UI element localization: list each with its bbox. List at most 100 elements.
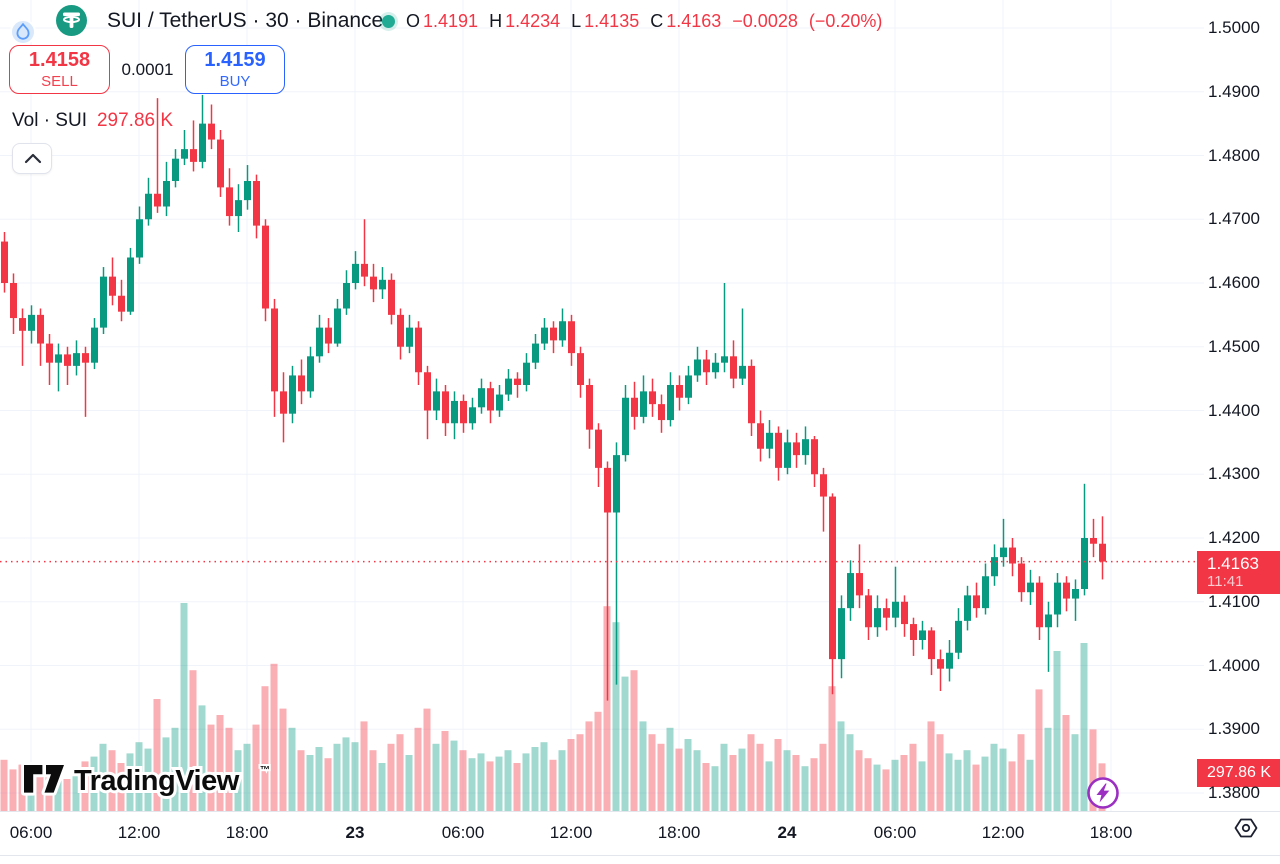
volume-bar — [594, 711, 602, 811]
ohlc-legend: O 1.4191 H 1.4234 L 1.4135 C 1.4163 −0.0028 … — [406, 11, 882, 32]
volume-bar — [549, 759, 557, 811]
volume-bar — [999, 748, 1007, 811]
candle — [685, 375, 692, 398]
volume-bar — [855, 750, 863, 811]
volume-bar — [990, 743, 998, 811]
candle — [118, 295, 125, 312]
candle — [964, 595, 971, 621]
volume-bar — [765, 761, 773, 811]
tradingview-watermark[interactable]: TradingView ™ — [12, 758, 292, 805]
tether-coin-icon — [56, 5, 87, 36]
candle — [811, 439, 818, 475]
volume-bar — [927, 721, 935, 811]
volume-bar — [351, 742, 359, 811]
volume-bar — [324, 758, 332, 811]
time-tick-label: 18:00 — [225, 823, 269, 842]
time-tick-label: 24 — [777, 823, 797, 842]
volume-bar — [216, 715, 224, 811]
candle — [271, 308, 278, 392]
volume-bar — [657, 743, 665, 811]
volume-bar — [441, 731, 449, 811]
scale-settings-button[interactable] — [1233, 815, 1259, 841]
candle — [802, 439, 809, 456]
volume-bar — [207, 724, 215, 811]
candle — [730, 356, 737, 379]
volume-bar — [315, 747, 323, 811]
candle — [514, 378, 521, 385]
change-percent: (−0.20%) — [808, 11, 883, 31]
candle — [82, 353, 89, 363]
time-axis[interactable]: 06:00 12:00 18:00 23 06:00 12:00 18:00 24 06:00 1… — [0, 812, 1280, 855]
candle — [847, 573, 854, 609]
price-tick-label: 1.4200 — [1208, 528, 1260, 547]
volume-bar — [135, 742, 143, 811]
candle — [307, 356, 314, 392]
tradingview-logo-mark — [21, 762, 67, 796]
last-price-badge: 1.4163 11:41 — [1197, 550, 1280, 594]
tradingview-logo: TradingView ™ — [21, 762, 272, 800]
volume-bar — [387, 743, 395, 811]
candle — [487, 388, 494, 411]
time-tick-label: 18:00 — [657, 823, 701, 842]
close-value: 1.4163 — [666, 11, 722, 31]
candle — [325, 327, 332, 344]
symbol-title[interactable]: SUI / TetherUS · 30 · Binance — [107, 9, 384, 32]
volume-bar — [414, 727, 422, 811]
price-axis[interactable]: 1.4163 11:41 297.86 K 1.5000 1.4900 1.4800… — [1197, 0, 1280, 812]
candle — [397, 314, 404, 347]
volume-bar — [837, 721, 845, 811]
volume-bar — [1080, 643, 1088, 811]
volume-bar — [603, 606, 611, 811]
quick-trade-button[interactable] — [1086, 776, 1120, 810]
volume-bar — [774, 739, 782, 811]
candle — [577, 353, 584, 385]
volume-bar — [675, 748, 683, 811]
volume-bar — [783, 750, 791, 811]
candle — [442, 391, 449, 424]
candle — [73, 353, 80, 366]
candle — [226, 187, 233, 217]
time-tick-label: 06:00 — [441, 823, 485, 842]
candle — [136, 219, 143, 258]
volume-bar — [468, 758, 476, 811]
volume-bar — [90, 756, 98, 811]
volume-bar — [693, 750, 701, 811]
market-status-dot — [382, 15, 395, 28]
volume-bar — [369, 750, 377, 811]
volume-bar — [270, 663, 278, 811]
candle — [883, 608, 890, 618]
volume-bar — [189, 670, 197, 811]
volume-bar — [99, 743, 107, 811]
buy-button[interactable]: 1.4159 BUY — [185, 45, 285, 94]
volume-bar — [1017, 734, 1025, 811]
collapse-legend-button[interactable] — [12, 143, 52, 174]
volume-bar — [234, 750, 242, 811]
candle — [388, 279, 395, 315]
time-tick-label: 12:00 — [117, 823, 161, 842]
volume-bar — [909, 743, 917, 811]
time-tick-label: 12:00 — [549, 823, 593, 842]
candle — [415, 327, 422, 373]
volume-bar — [819, 743, 827, 811]
sell-button[interactable]: 1.4158 SELL — [9, 45, 110, 94]
candle — [712, 362, 719, 373]
buy-price: 1.4159 — [204, 48, 266, 71]
candle — [757, 423, 764, 449]
tradingview-logo-text: TradingView — [74, 765, 240, 797]
candle — [46, 343, 53, 363]
volume-bar — [54, 774, 62, 811]
volume-bar — [495, 756, 503, 811]
volume-bar — [1062, 715, 1070, 811]
volume-bar — [9, 769, 17, 811]
candle — [613, 455, 620, 513]
volume-bar — [567, 739, 575, 811]
volume-indicator-value: 297.86 K — [96, 110, 174, 131]
candle — [919, 630, 926, 640]
volume-bar — [144, 748, 152, 811]
candle — [298, 375, 305, 392]
candle — [937, 659, 944, 669]
volume-bar — [378, 763, 386, 811]
price-tick-label: 1.4600 — [1208, 273, 1260, 292]
